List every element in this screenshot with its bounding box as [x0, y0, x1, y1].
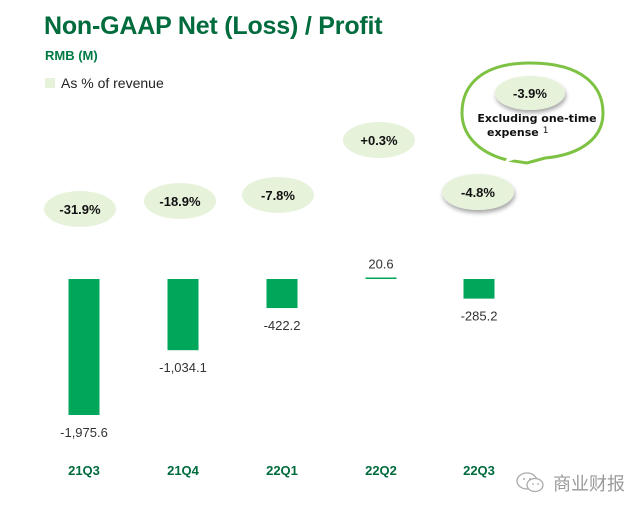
value-label-22Q3: -285.2: [461, 309, 498, 324]
callout-ellipse: [495, 76, 565, 110]
wechat-icon: [516, 472, 544, 493]
callout-bubble: -3.9% Excluding one-time expense 1: [460, 61, 605, 165]
chart-title: Non-GAAP Net (Loss) / Profit: [44, 12, 383, 40]
bar-21Q3: [68, 279, 100, 415]
category-label-22Q1: 22Q1: [266, 463, 298, 478]
percent-label-22Q2: +0.3%: [360, 133, 398, 148]
category-label-21Q3: 21Q3: [68, 463, 100, 478]
bar-21Q4: [167, 279, 199, 351]
category-label-22Q2: 22Q2: [365, 463, 397, 478]
percent-label-22Q3: -4.8%: [461, 185, 495, 200]
category-label-21Q4: 21Q4: [167, 463, 200, 478]
value-label-22Q2: 20.6: [368, 257, 393, 272]
percent-ellipse-22Q3: [442, 174, 514, 210]
percent-ellipse-21Q3: [44, 191, 116, 227]
value-label-21Q4: -1,034.1: [159, 360, 207, 375]
percent-label-21Q3: -31.9%: [59, 202, 101, 217]
bar-22Q3: [463, 279, 495, 299]
watermark: 商业财报: [515, 470, 625, 496]
bar-22Q1: [266, 279, 298, 309]
callout-value: -3.9%: [513, 86, 547, 101]
percent-label-21Q4: -18.9%: [159, 194, 201, 209]
percent-ellipse-21Q4: [144, 183, 216, 219]
callout-text-line1: Excluding one-time: [477, 112, 596, 125]
percent-ellipse-22Q1: [242, 177, 314, 213]
percent-ellipse-22Q2: [343, 122, 415, 158]
callout-text-line2: expense 1: [487, 126, 548, 139]
value-label-22Q1: -422.2: [264, 318, 301, 333]
category-label-22Q3: 22Q3: [463, 463, 495, 478]
legend: As % of revenue: [45, 75, 164, 91]
callout-tail: [504, 154, 525, 163]
bar-22Q2: [365, 277, 397, 279]
value-label-21Q3: -1,975.6: [60, 425, 108, 440]
legend-swatch: [45, 78, 55, 88]
chart-subtitle: RMB (M): [45, 48, 98, 63]
watermark-text: 商业财报: [553, 474, 625, 495]
legend-label: As % of revenue: [61, 75, 164, 91]
percent-label-22Q1: -7.8%: [261, 188, 295, 203]
